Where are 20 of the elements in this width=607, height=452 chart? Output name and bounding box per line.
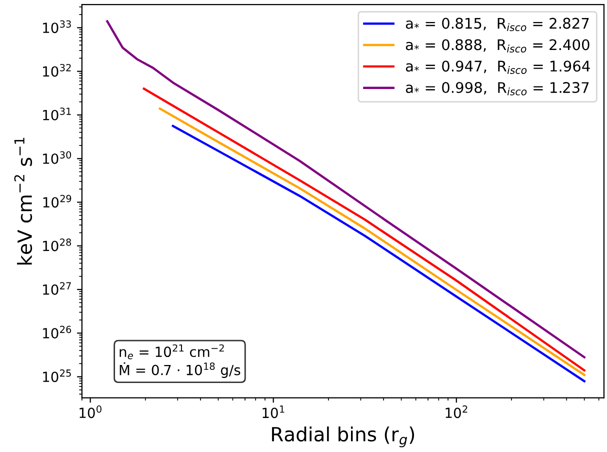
y-tick-label: 10$^{25}$ bbox=[43, 369, 71, 382]
legend-label: a$_{*}$ = 0.998, R$_{isco}$ = 1.237 bbox=[406, 82, 589, 96]
y-tick-label: 10$^{31}$ bbox=[43, 108, 71, 120]
legend-label: a$_{*}$ = 0.815, R$_{isco}$ = 2.827 bbox=[406, 18, 589, 32]
x-tick-label: 10$^{1}$ bbox=[262, 406, 284, 418]
y-tick-label: 10$^{32}$ bbox=[43, 64, 71, 77]
y-tick-label: 10$^{26}$ bbox=[43, 326, 72, 338]
y-tick-label: 10$^{30}$ bbox=[43, 151, 72, 164]
y-tick-label: 10$^{28}$ bbox=[43, 238, 72, 252]
legend-label: a$_{*}$ = 0.888, R$_{isco}$ = 2.400 bbox=[406, 39, 590, 53]
y-tick-label: 10$^{27}$ bbox=[43, 282, 71, 295]
annotation: n$_{e}$ = 10$^{21}$ cm$^{−2}$ bbox=[120, 344, 224, 360]
y-tick-label: 10$^{33}$ bbox=[43, 20, 71, 34]
x-axis-title: Radial bins (r$_{g}$) bbox=[272, 426, 414, 448]
annotation: Ṁ = 0.7 · 10$^{18}$ g/s bbox=[120, 362, 240, 378]
y-tick-label: 10$^{29}$ bbox=[43, 194, 72, 208]
y-axis-title: keV cm$^{−2}$ s$^{−1}$ bbox=[14, 138, 32, 265]
x-tick-label: 10$^{0}$ bbox=[80, 405, 102, 418]
legend-label: a$_{*}$ = 0.947, R$_{isco}$ = 1.964 bbox=[406, 60, 590, 74]
x-tick-label: 10$^{2}$ bbox=[446, 405, 468, 418]
